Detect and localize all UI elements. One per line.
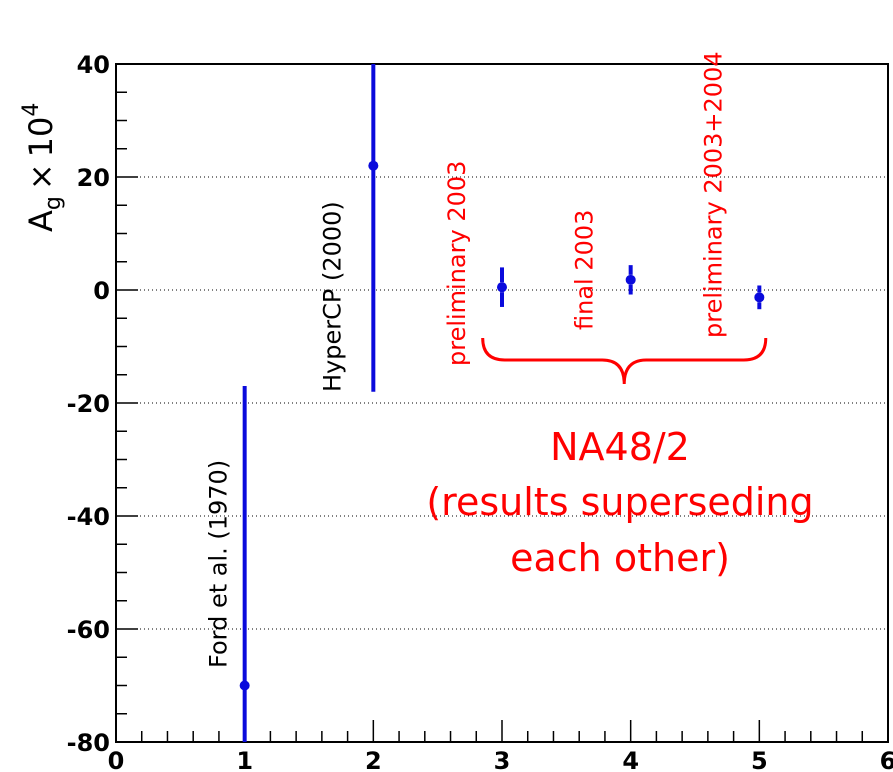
x-tick-label: 6	[880, 747, 893, 772]
y-tick-label: -20	[67, 390, 110, 418]
curly-brace	[481, 337, 768, 385]
ylabel-base: A	[22, 210, 60, 232]
y-tick-label: 0	[93, 277, 110, 305]
y-tick-label: -80	[67, 729, 110, 757]
point-label: HyperCP (2000)	[318, 201, 346, 392]
point-label: preliminary 2003	[443, 161, 471, 366]
point-label: preliminary 2003+2004	[699, 51, 727, 338]
ylabel-times: ×	[22, 163, 60, 190]
data-point	[368, 160, 379, 171]
group-annotation-line: NA48/2	[550, 425, 690, 469]
data-point	[497, 282, 507, 293]
ylabel-power-exp: 4	[19, 103, 44, 117]
ylabel-power-base: 10	[22, 117, 60, 158]
point-label: Ford et al. (1970)	[205, 460, 233, 668]
axis-ticks	[115, 63, 889, 743]
tick-labels: -80 -60 -40 -20 0 20 40 0 1 2 3 4 5 6	[67, 51, 893, 772]
data-point	[239, 680, 250, 691]
group-annotation-line: (results superseding	[426, 480, 813, 524]
x-tick-label: 0	[108, 747, 125, 772]
x-tick-label: 5	[751, 747, 768, 772]
ylabel-subscript: g	[41, 196, 66, 210]
data-point	[625, 274, 636, 285]
x-tick-label: 3	[494, 747, 511, 772]
x-tick-label: 4	[622, 747, 639, 772]
data-points	[239, 64, 765, 742]
y-tick-label: -60	[67, 616, 110, 644]
data-point	[754, 292, 765, 303]
y-tick-label: -40	[67, 503, 110, 531]
x-tick-label: 1	[236, 747, 253, 772]
group-annotation-line: each other)	[510, 536, 730, 580]
point-label: final 2003	[571, 210, 599, 330]
point-labels: Ford et al. (1970) HyperCP (2000) prelimin…	[205, 51, 728, 668]
x-tick-label: 2	[365, 747, 382, 772]
group-annotation: NA48/2 (results superseding each other)	[426, 337, 814, 580]
y-tick-label: 40	[77, 51, 110, 79]
y-axis-label: Ag × 104	[19, 103, 66, 232]
y-tick-label: 20	[77, 164, 110, 192]
